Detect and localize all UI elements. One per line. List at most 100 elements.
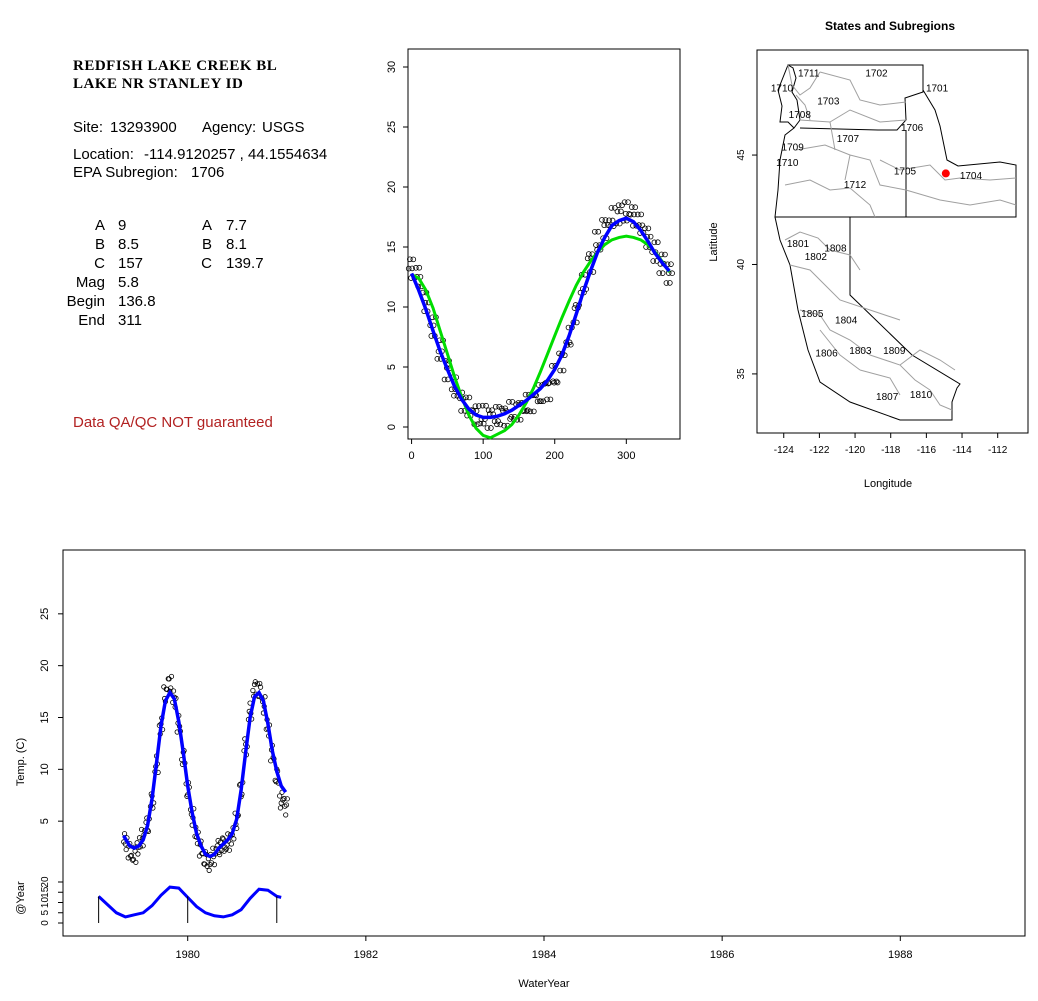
data-point <box>492 403 499 410</box>
lon-tick-label: -118 <box>881 445 901 456</box>
region-label: 1707 <box>837 134 860 145</box>
year-tick-label: 20 <box>40 876 51 888</box>
data-point <box>413 265 419 271</box>
qa-warning: Data QA/QC NOT guaranteed <box>73 414 273 431</box>
data-point <box>522 391 529 398</box>
plot-frame <box>407 48 681 440</box>
data-point <box>534 398 541 405</box>
param-label: A <box>201 217 212 234</box>
data-point <box>628 204 635 210</box>
map-frame <box>756 49 1029 434</box>
location-label: Location: <box>73 146 134 163</box>
data-point <box>284 796 290 802</box>
latitude-axis: 35 40 45 <box>736 149 757 379</box>
data-point <box>554 379 561 386</box>
param-value: 8.1 <box>226 236 247 253</box>
param-label: Mag <box>75 274 105 291</box>
param-label: B <box>94 236 105 253</box>
data-point <box>410 256 417 263</box>
data-point <box>606 217 612 224</box>
region-label: 1708 <box>789 110 812 121</box>
param-label: End <box>78 312 105 329</box>
data-point <box>170 688 177 694</box>
data-point <box>257 684 264 690</box>
seasonal-temperature-chart: 0 5 10 15 20 25 30 0 100 200 300 <box>386 48 681 462</box>
region-label: 1805 <box>801 309 824 320</box>
data-point <box>484 425 491 431</box>
data-point <box>667 280 673 286</box>
data-point <box>668 261 674 267</box>
data-point <box>531 408 537 415</box>
data-point <box>479 402 486 409</box>
data-point <box>466 394 473 401</box>
location-value: -114.9120257 , 44.1554634 <box>144 146 328 163</box>
data-point <box>621 199 628 205</box>
y-tick-label: 25 <box>386 121 398 133</box>
param-label: A <box>94 217 105 234</box>
lon-tick-label: -120 <box>845 445 865 456</box>
data-point <box>599 217 605 223</box>
data-point <box>168 673 175 680</box>
param-value: 9 <box>118 217 127 234</box>
data-point <box>254 681 260 687</box>
data-point <box>538 398 544 405</box>
x-axis: 0 100 200 300 <box>409 439 635 462</box>
subregion-map: States and Subregions 1711 17021701171017… <box>708 19 1029 490</box>
lon-tick-label: -124 <box>774 445 794 456</box>
y-tick-label: 15 <box>386 241 398 253</box>
region-label: 1806 <box>815 348 838 359</box>
data-point <box>123 846 129 853</box>
data-point <box>663 280 670 286</box>
param-label: B <box>201 236 212 253</box>
data-point <box>283 802 290 808</box>
year-markers <box>98 896 278 923</box>
data-point <box>669 270 675 276</box>
green-fit-line <box>410 234 671 440</box>
year-tick-label: 15 <box>40 886 51 898</box>
region-label: 1711 <box>798 68 820 79</box>
x-tick-label: 300 <box>617 450 635 462</box>
temp-tick-label: 10 <box>39 763 51 775</box>
data-point <box>434 356 441 362</box>
data-point <box>494 421 500 428</box>
data-point <box>405 265 412 272</box>
site-id: 13293900 <box>110 119 177 136</box>
temp-tick-label: 20 <box>39 660 51 672</box>
data-point <box>586 251 592 257</box>
data-point <box>523 408 530 415</box>
data-point <box>618 208 624 215</box>
data-point <box>128 853 134 859</box>
lat-tick-label: 45 <box>736 149 747 161</box>
region-label: 1801 <box>787 239 810 250</box>
year-axis-tick-label: 1982 <box>354 949 378 961</box>
data-point <box>615 202 622 208</box>
data-point <box>409 265 415 272</box>
data-point <box>619 202 625 209</box>
year-axis-tick-label: 1986 <box>710 949 734 961</box>
data-point <box>138 826 145 833</box>
data-point <box>133 859 139 865</box>
data-point <box>647 233 654 240</box>
data-point <box>609 217 616 224</box>
data-point <box>557 367 563 374</box>
data-point <box>651 239 658 246</box>
subregion-value: 1706 <box>191 164 225 181</box>
data-point <box>560 367 567 374</box>
data-point <box>502 405 509 412</box>
data-point <box>645 225 652 232</box>
data-point <box>219 835 226 841</box>
region-label: 1710 <box>776 158 799 169</box>
region-label: 1710 <box>771 84 794 95</box>
data-point <box>217 852 223 858</box>
data-point <box>489 407 495 413</box>
data-point <box>281 795 287 802</box>
data-point <box>656 270 663 276</box>
data-point <box>659 270 666 276</box>
map-title: States and Subregions <box>825 19 955 33</box>
data-point <box>228 841 235 847</box>
data-point <box>441 376 448 383</box>
data-point <box>612 205 618 211</box>
param-value: 311 <box>118 312 142 329</box>
